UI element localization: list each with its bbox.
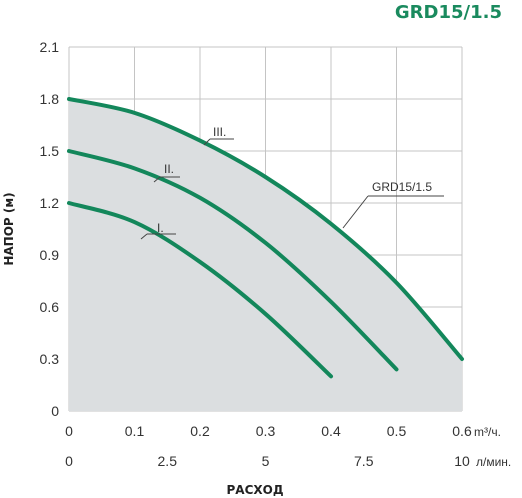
chart-title: GRD15/1.5 xyxy=(394,2,502,23)
model-leader-line xyxy=(342,195,369,229)
labels: 0 0.3 0.6 0.9 1.2 1.5 1.8 2.1 0 0.1 0.2 0.3 0.4 0.5 0.… xyxy=(2,39,511,497)
x-tick-label-primary: 0.3 xyxy=(256,423,276,439)
y-tick-label: 1.5 xyxy=(40,143,60,159)
leader-line xyxy=(203,138,211,146)
y-tick-label: 2.1 xyxy=(40,39,60,55)
x-tick-label-primary: 0.2 xyxy=(190,423,210,439)
x-tick-label-secondary: 5 xyxy=(262,453,270,469)
x-tick-label-primary: 0.4 xyxy=(321,423,341,439)
x-tick-label-primary: 0 xyxy=(65,423,73,439)
y-tick-label: 0 xyxy=(51,403,59,419)
leader-line xyxy=(140,233,148,240)
y-tick-label: 0.9 xyxy=(40,247,60,263)
x-axis-label: РАСХОД xyxy=(226,483,283,497)
y-tick-label: 0.6 xyxy=(40,299,60,315)
x-tick-label-secondary: 7.5 xyxy=(354,453,374,469)
y-axis-label: НАПОР (м) xyxy=(2,192,16,265)
x-tick-label-secondary: 2.5 xyxy=(158,453,178,469)
y-tick-label: 1.8 xyxy=(40,91,60,107)
x-tick-label-primary: 0.6 xyxy=(452,423,472,439)
x-tick-label-secondary: 0 xyxy=(65,453,73,469)
series-label: II. xyxy=(164,162,174,176)
model-label: GRD15/1.5 xyxy=(372,180,432,194)
x-unit-primary: m³/ч. xyxy=(474,425,501,439)
series-label: III. xyxy=(213,125,226,139)
series-label: I. xyxy=(157,221,164,235)
x-tick-label-primary: 0.1 xyxy=(125,423,145,439)
x-tick-label-secondary: 10 xyxy=(454,453,470,469)
series-line-1 xyxy=(67,201,333,379)
series-line-3 xyxy=(67,97,464,361)
x-tick-label-primary: 0.5 xyxy=(387,423,407,439)
y-tick-label: 0.3 xyxy=(40,351,60,367)
leader-line xyxy=(153,176,161,183)
x-unit-secondary: л/мин. xyxy=(476,455,511,469)
series-line-2 xyxy=(67,149,399,372)
curves xyxy=(67,97,464,379)
y-tick-label: 1.2 xyxy=(40,195,60,211)
